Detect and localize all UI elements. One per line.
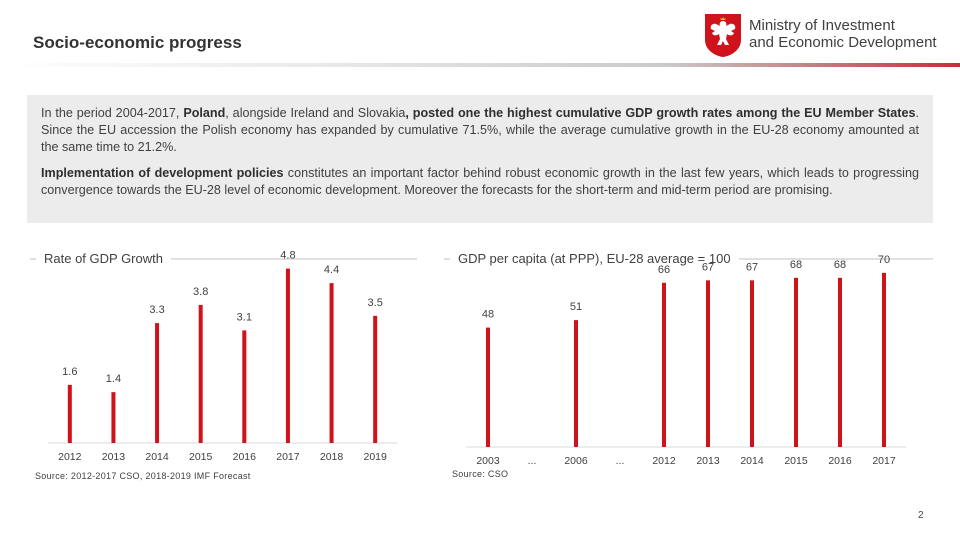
data-label-2014: 67 — [746, 261, 758, 273]
tick-label-2012: 2012 — [58, 451, 82, 463]
bar-2013 — [111, 392, 116, 443]
gdp-growth-source: Source: 2012-2017 CSO, 2018-2019 IMF For… — [35, 471, 251, 481]
bar-2018 — [329, 283, 334, 443]
page-number: 2 — [918, 510, 924, 521]
tick-label-2017: 2017 — [276, 451, 300, 463]
gdp-growth-chart-title: Rate of GDP Growth — [36, 251, 171, 266]
data-label-2019: 3.5 — [368, 297, 383, 309]
tick-label-2013: 2013 — [696, 455, 720, 467]
data-label-2015: 3.8 — [193, 286, 208, 298]
tick-label-2014: 2014 — [740, 455, 764, 467]
data-label-2015: 68 — [790, 259, 802, 271]
tick-label-...: ... — [616, 455, 625, 467]
title-divider — [0, 63, 960, 67]
tick-label-2013: 2013 — [102, 451, 126, 463]
bar-2012 — [662, 282, 666, 447]
data-label-2012: 66 — [658, 264, 670, 276]
bar-2012 — [67, 384, 72, 443]
page-title: Socio-economic progress — [33, 33, 242, 52]
tick-label-2017: 2017 — [872, 455, 896, 467]
summary-box: In the period 2004-2017, Poland, alongsi… — [27, 95, 933, 223]
data-label-2006: 51 — [570, 301, 582, 313]
bar-2003 — [486, 327, 490, 447]
tick-label-2015: 2015 — [189, 451, 213, 463]
tick-label-2003: 2003 — [476, 455, 500, 467]
bar-2013 — [706, 280, 710, 447]
bar-2016 — [242, 330, 247, 443]
tick-label-2006: 2006 — [564, 455, 588, 467]
bar-2014 — [750, 280, 754, 447]
bar-2017 — [882, 272, 886, 447]
tick-label-2019: 2019 — [364, 451, 388, 463]
summary-paragraph-1: In the period 2004-2017, Poland, alongsi… — [41, 106, 919, 154]
bar-2017 — [285, 268, 290, 443]
data-label-2014: 3.3 — [149, 304, 164, 316]
bar-2015 — [198, 304, 203, 443]
tick-label-...: ... — [528, 455, 537, 467]
data-label-2017: 4.8 — [280, 250, 295, 262]
tick-label-2015: 2015 — [784, 455, 808, 467]
data-label-2018: 4.4 — [324, 264, 339, 276]
polish-eagle-emblem-icon — [705, 14, 741, 57]
tick-label-2018: 2018 — [320, 451, 344, 463]
bar-2015 — [794, 277, 798, 447]
bar-2019 — [373, 315, 378, 443]
data-label-2016: 68 — [834, 259, 846, 271]
gdp-per-capita-source: Source: CSO — [452, 469, 509, 479]
tick-label-2012: 2012 — [652, 455, 676, 467]
data-label-2016: 3.1 — [237, 311, 252, 323]
data-label-2012: 1.6 — [62, 366, 77, 378]
ministry-logo: Ministry of Investment and Economic Deve… — [703, 12, 948, 58]
tick-label-2016: 2016 — [828, 455, 852, 467]
tick-label-2016: 2016 — [233, 451, 257, 463]
data-label-2003: 48 — [482, 309, 494, 321]
data-label-2017: 70 — [878, 254, 890, 266]
bar-2006 — [574, 320, 578, 447]
ministry-name: Ministry of Investment and Economic Deve… — [749, 17, 937, 51]
bar-2016 — [838, 277, 842, 447]
bar-2014 — [155, 323, 160, 443]
gdp-per-capita-chart-title: GDP per capita (at PPP), EU-28 average =… — [450, 251, 739, 266]
summary-paragraph-2: Implementation of development policies c… — [41, 166, 919, 197]
data-label-2013: 67 — [702, 261, 714, 273]
data-label-2013: 1.4 — [106, 373, 121, 385]
tick-label-2014: 2014 — [145, 451, 169, 463]
gdp-growth-title-line — [30, 258, 417, 260]
